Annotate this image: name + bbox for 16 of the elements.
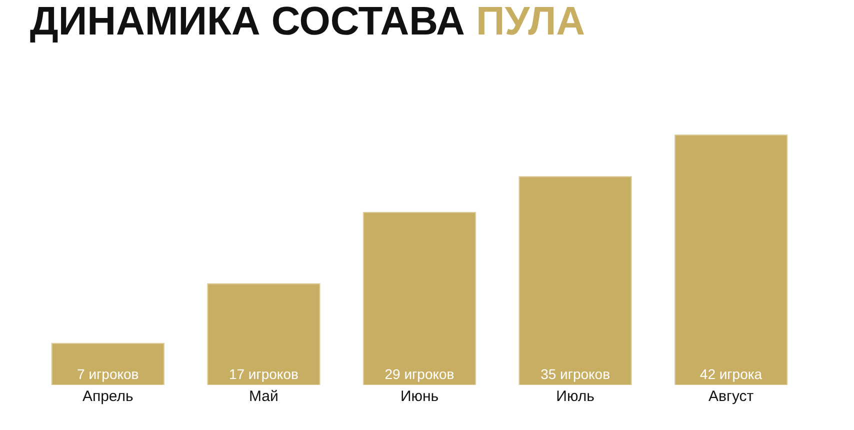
chart-title: ДИНАМИКА СОСТАВА ПУЛА: [30, 0, 586, 44]
data-label: 7 игроков: [77, 366, 139, 382]
x-tick-label: Август: [708, 388, 754, 405]
bar: [674, 134, 788, 385]
bar: [207, 283, 320, 385]
x-tick-label: Апрель: [82, 388, 134, 405]
x-tick-label: Июль: [556, 388, 595, 405]
bar: [51, 342, 164, 385]
x-tick-label: Июнь: [400, 388, 439, 405]
x-tick-label: Май: [249, 388, 278, 405]
data-label: 17 игроков: [228, 366, 298, 382]
bar: [362, 212, 476, 385]
bar: [518, 176, 632, 385]
data-label: 35 игроков: [540, 366, 610, 382]
data-label: 42 игрока: [700, 366, 762, 382]
data-label: 29 игроков: [384, 366, 454, 382]
